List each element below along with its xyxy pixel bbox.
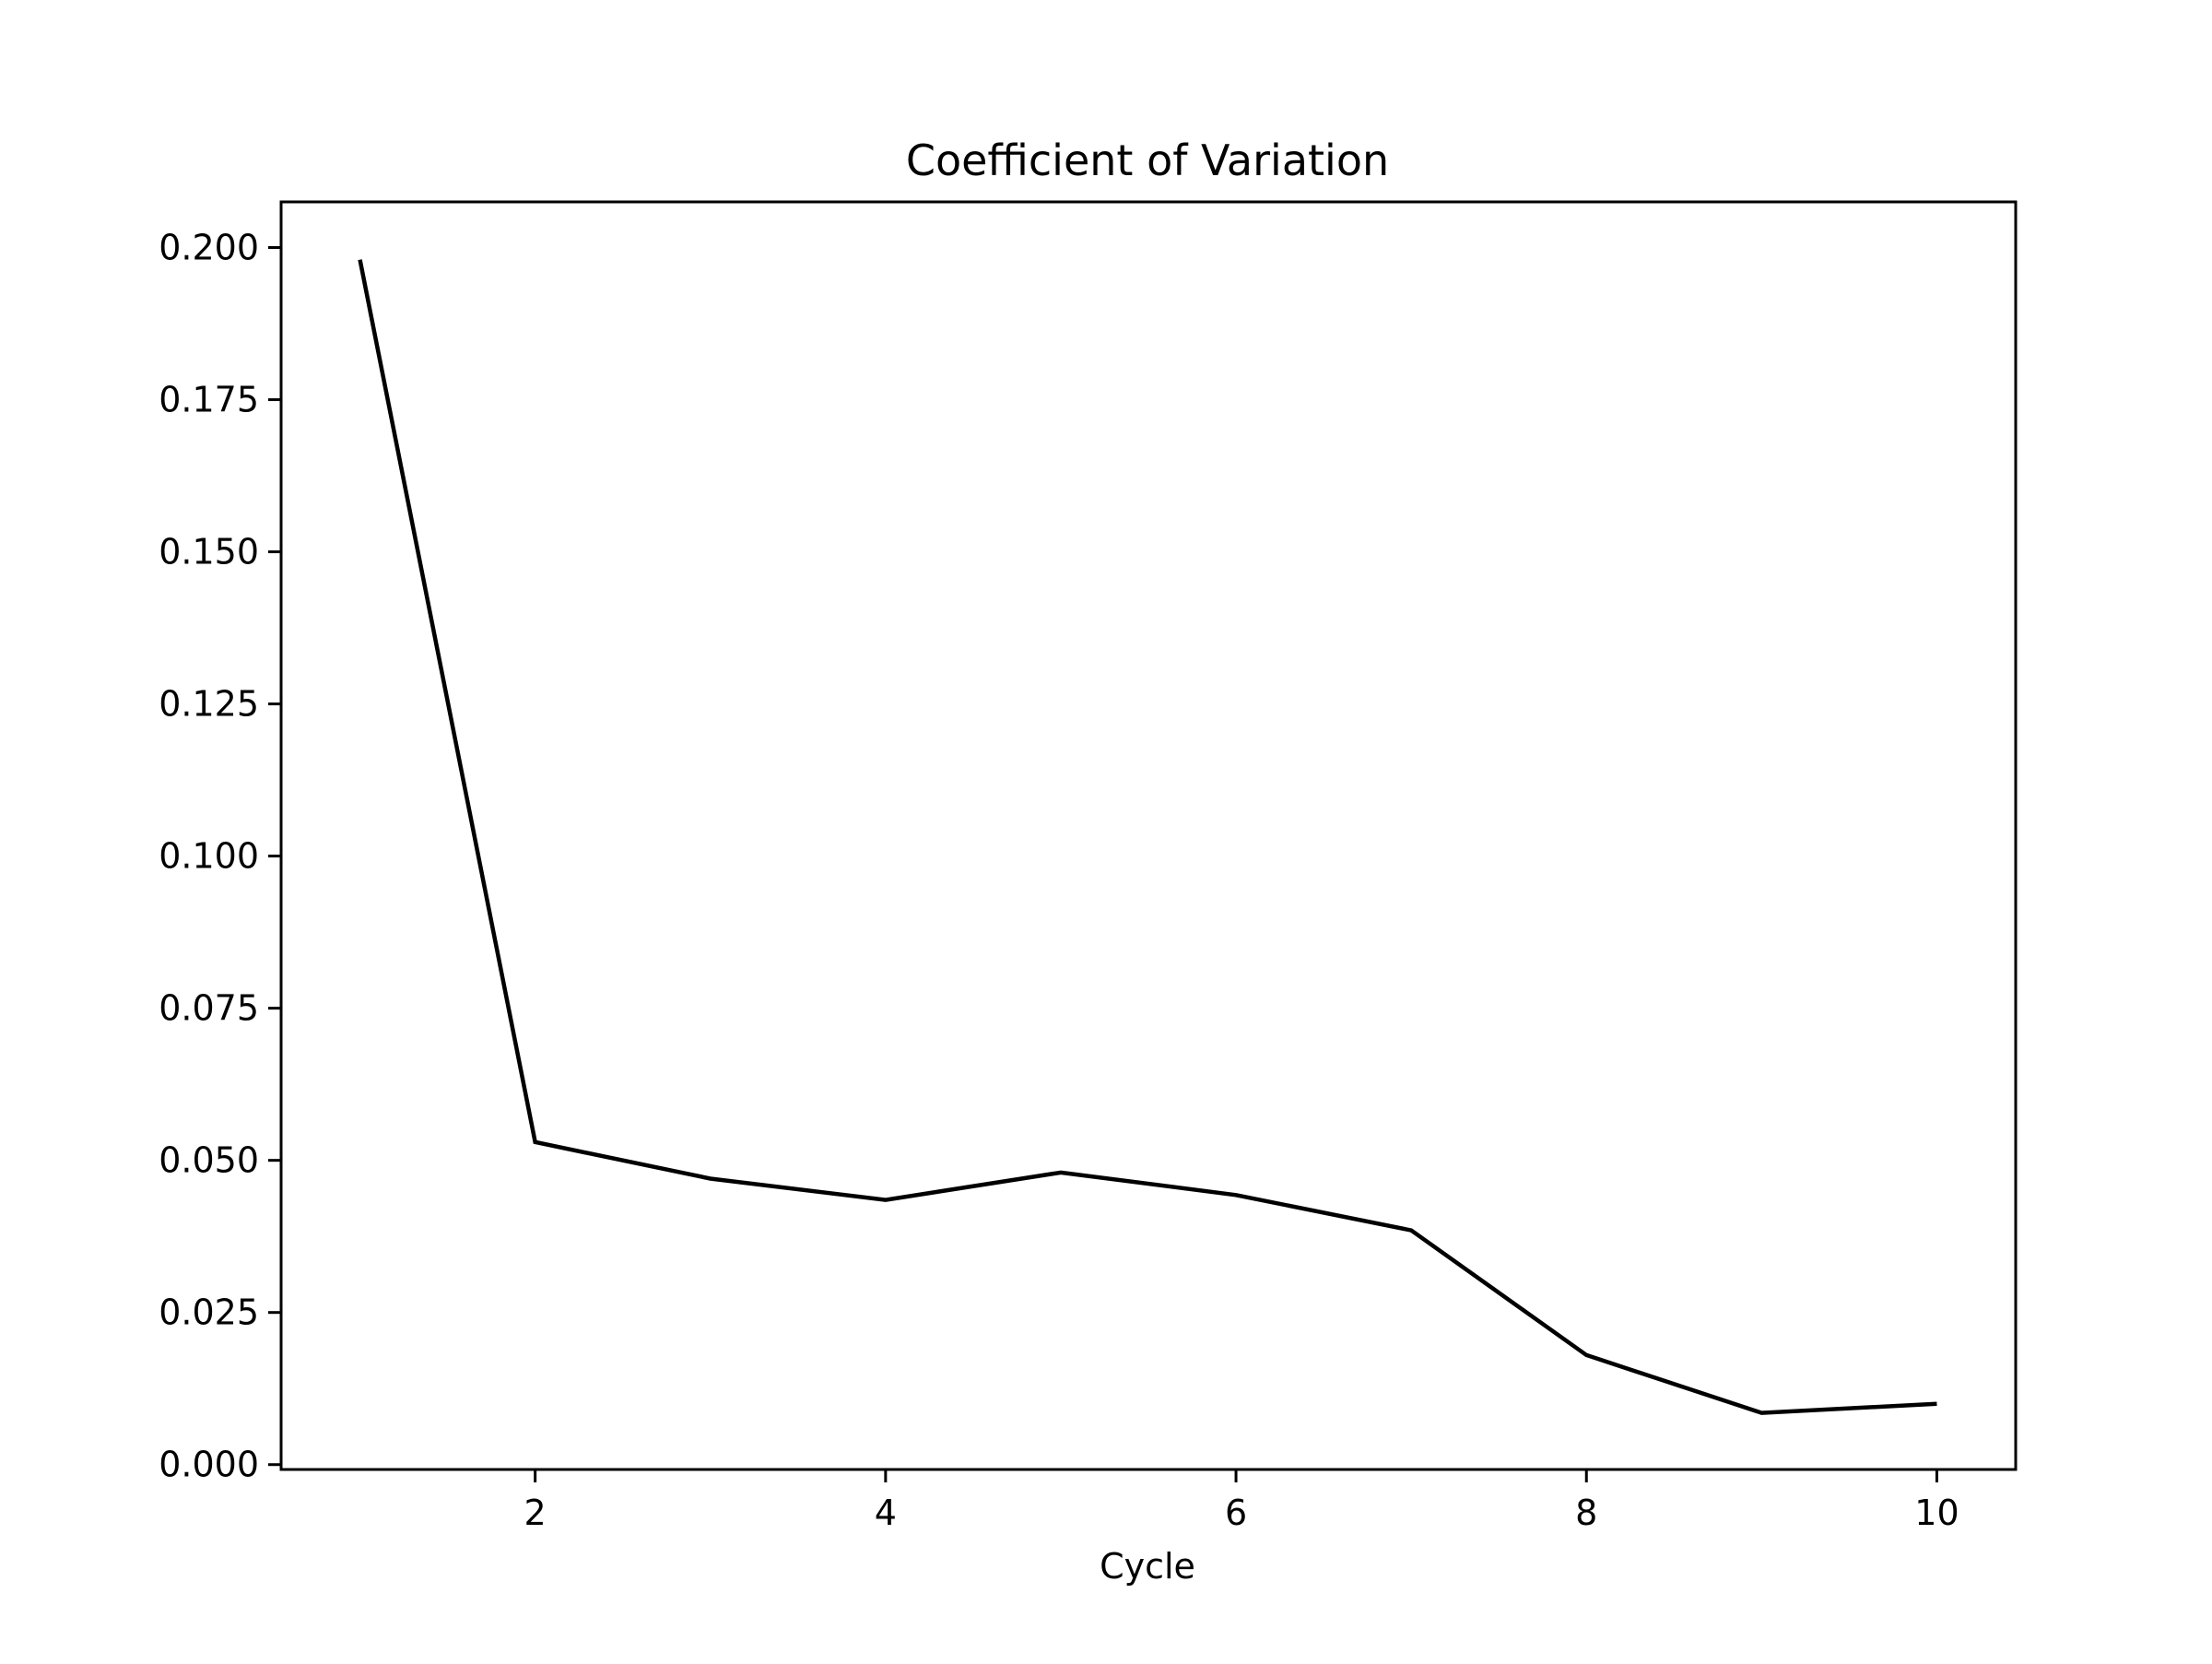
x-tick-label: 8 [1575,1493,1597,1533]
chart-title: Coefficient of Variation [906,136,1389,185]
y-tick-label: 0.125 [159,684,259,725]
x-tick-label: 2 [524,1493,547,1533]
y-tick-label: 0.175 [159,380,259,420]
y-tick-label: 0.025 [159,1292,259,1333]
y-tick-label: 0.050 [159,1140,259,1181]
y-tick-label: 0.075 [159,988,259,1029]
y-tick-label: 0.100 [159,836,259,877]
y-tick-label: 0.200 [159,228,259,268]
y-tick-label: 0.000 [159,1445,259,1485]
x-tick-label: 4 [875,1493,897,1533]
y-tick-label: 0.150 [159,532,259,572]
x-axis-label: Cycle [1100,1546,1195,1587]
x-tick-label: 10 [1914,1493,1959,1533]
x-tick-label: 6 [1225,1493,1247,1533]
